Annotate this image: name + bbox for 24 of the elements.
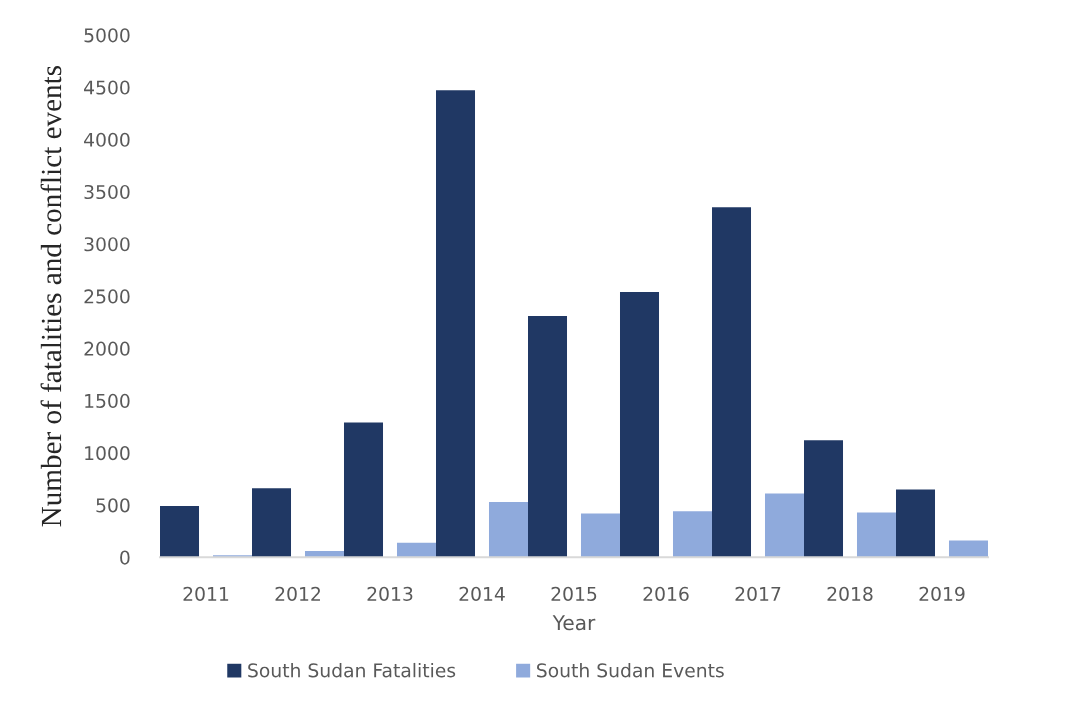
x-axis-title: Year	[552, 615, 596, 631]
x-tick-label: 2018	[827, 586, 873, 601]
x-tick-label: 2014	[459, 586, 505, 601]
y-tick-label: 500	[96, 498, 130, 513]
y-tick-label: 2500	[84, 289, 130, 304]
y-tick-label: 5000	[84, 28, 130, 43]
y-tick-label: 3500	[84, 184, 130, 200]
y-tick-label: 0	[120, 550, 130, 565]
y-tick-label: 3000	[84, 237, 130, 252]
y-tick-label: 2000	[84, 341, 130, 356]
x-tick-label: 2013	[367, 586, 413, 601]
y-tick-label: 4000	[84, 132, 130, 147]
x-tick-label: 2012	[275, 586, 320, 601]
legend-label: South Sudan Fatalities	[248, 662, 456, 678]
y-tick-label: 1000	[85, 446, 130, 461]
x-tick-label: 2011	[183, 586, 229, 601]
x-tick-label: 2016	[643, 586, 689, 601]
x-tick-label: 2017	[735, 586, 781, 601]
y-tick-label: 4500	[84, 80, 130, 95]
x-tick-label: 2015	[551, 586, 597, 601]
y-tick-label: 1500	[85, 393, 130, 408]
y-axis-title: Number of fatalities and conflict events	[40, 65, 62, 527]
legend-label: South Sudan Events	[537, 662, 724, 678]
x-tick-label: 2019	[919, 586, 965, 601]
